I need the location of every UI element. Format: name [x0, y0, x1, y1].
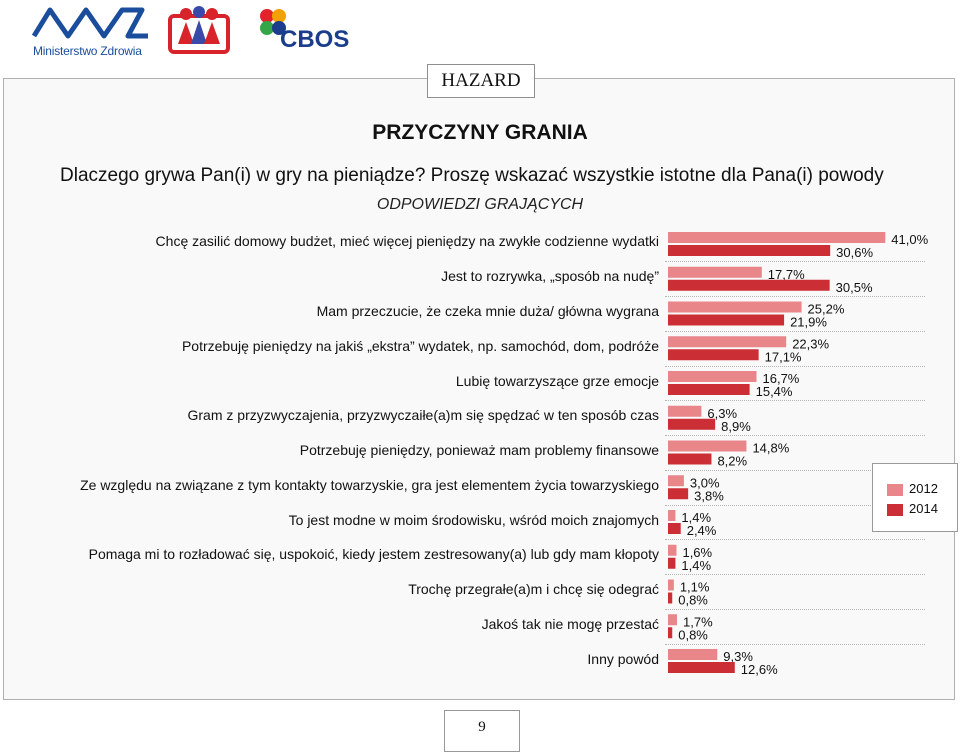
chart-subtitle: ODPOWIEDZI GRAJĄCYCH [376, 196, 584, 213]
category-label: Mam przeczucie, że czeka mnie duża/ głów… [316, 303, 659, 319]
legend-entry-2012: 2012 [887, 482, 938, 496]
row-separator [665, 296, 925, 297]
content-frame [3, 78, 955, 700]
legend-swatch-2014 [887, 503, 903, 516]
survey-question: Dlaczego grywa Pan(i) w gry na pieniądze… [60, 165, 884, 186]
cbos-logo-mark [260, 9, 286, 35]
logo-bar: Ministerstwo Zdrowia CBOS [0, 0, 960, 62]
category-label: Potrzebuję pieniędzy na jakiś „ekstra” w… [181, 338, 659, 354]
ministry-of-health-logo [31, 7, 148, 39]
row-separator [665, 400, 925, 401]
row-separator [665, 470, 925, 471]
category-label: Trochę przegrałe(a)m i chcę się odegrać [408, 581, 659, 597]
page-title: PRZYCZYNY GRANIA [372, 121, 588, 144]
red-people-logo [168, 6, 230, 54]
category-label: Inny powód [587, 651, 659, 667]
legend-swatch-2012 [887, 483, 903, 496]
section-label: HAZARD [427, 64, 535, 98]
category-label: Ze względu na związane z tym kontakty to… [80, 477, 659, 493]
row-separator [665, 505, 925, 506]
chart-legend: 2012 2014 [872, 463, 958, 532]
row-separator [665, 435, 925, 436]
legend-label: 2014 [909, 501, 938, 516]
row-separator [665, 331, 925, 332]
row-separator [665, 539, 925, 540]
row-separator [665, 644, 925, 645]
row-separator [665, 574, 925, 575]
legend-entry-2014: 2014 [887, 502, 938, 516]
ministry-logo-text: Ministerstwo Zdrowia [33, 44, 142, 58]
row-separator [665, 609, 925, 610]
category-label: To jest modne w moim środowisku, wśród m… [288, 512, 659, 528]
category-label: Gram z przyzwyczajenia, przyzwyczaiłe(a)… [187, 407, 660, 423]
category-label: Chcę zasilić domowy budżet, mieć więcej … [155, 233, 659, 249]
legend-label: 2012 [909, 481, 938, 496]
category-label: Jest to rozrywka, „sposób na nudę” [441, 268, 659, 284]
category-label: Pomaga mi to rozładować się, uspokoić, k… [88, 546, 659, 562]
category-label: Lubię towarzyszące grze emocje [455, 373, 659, 389]
category-label: Potrzebuję pieniędzy, ponieważ mam probl… [299, 442, 659, 458]
category-label: Jakoś tak nie mogę przestać [481, 616, 659, 632]
page-number: 9 [444, 710, 520, 752]
cbos-logo-text: CBOS [280, 26, 350, 53]
row-separator [665, 366, 925, 367]
row-separator [665, 261, 925, 262]
